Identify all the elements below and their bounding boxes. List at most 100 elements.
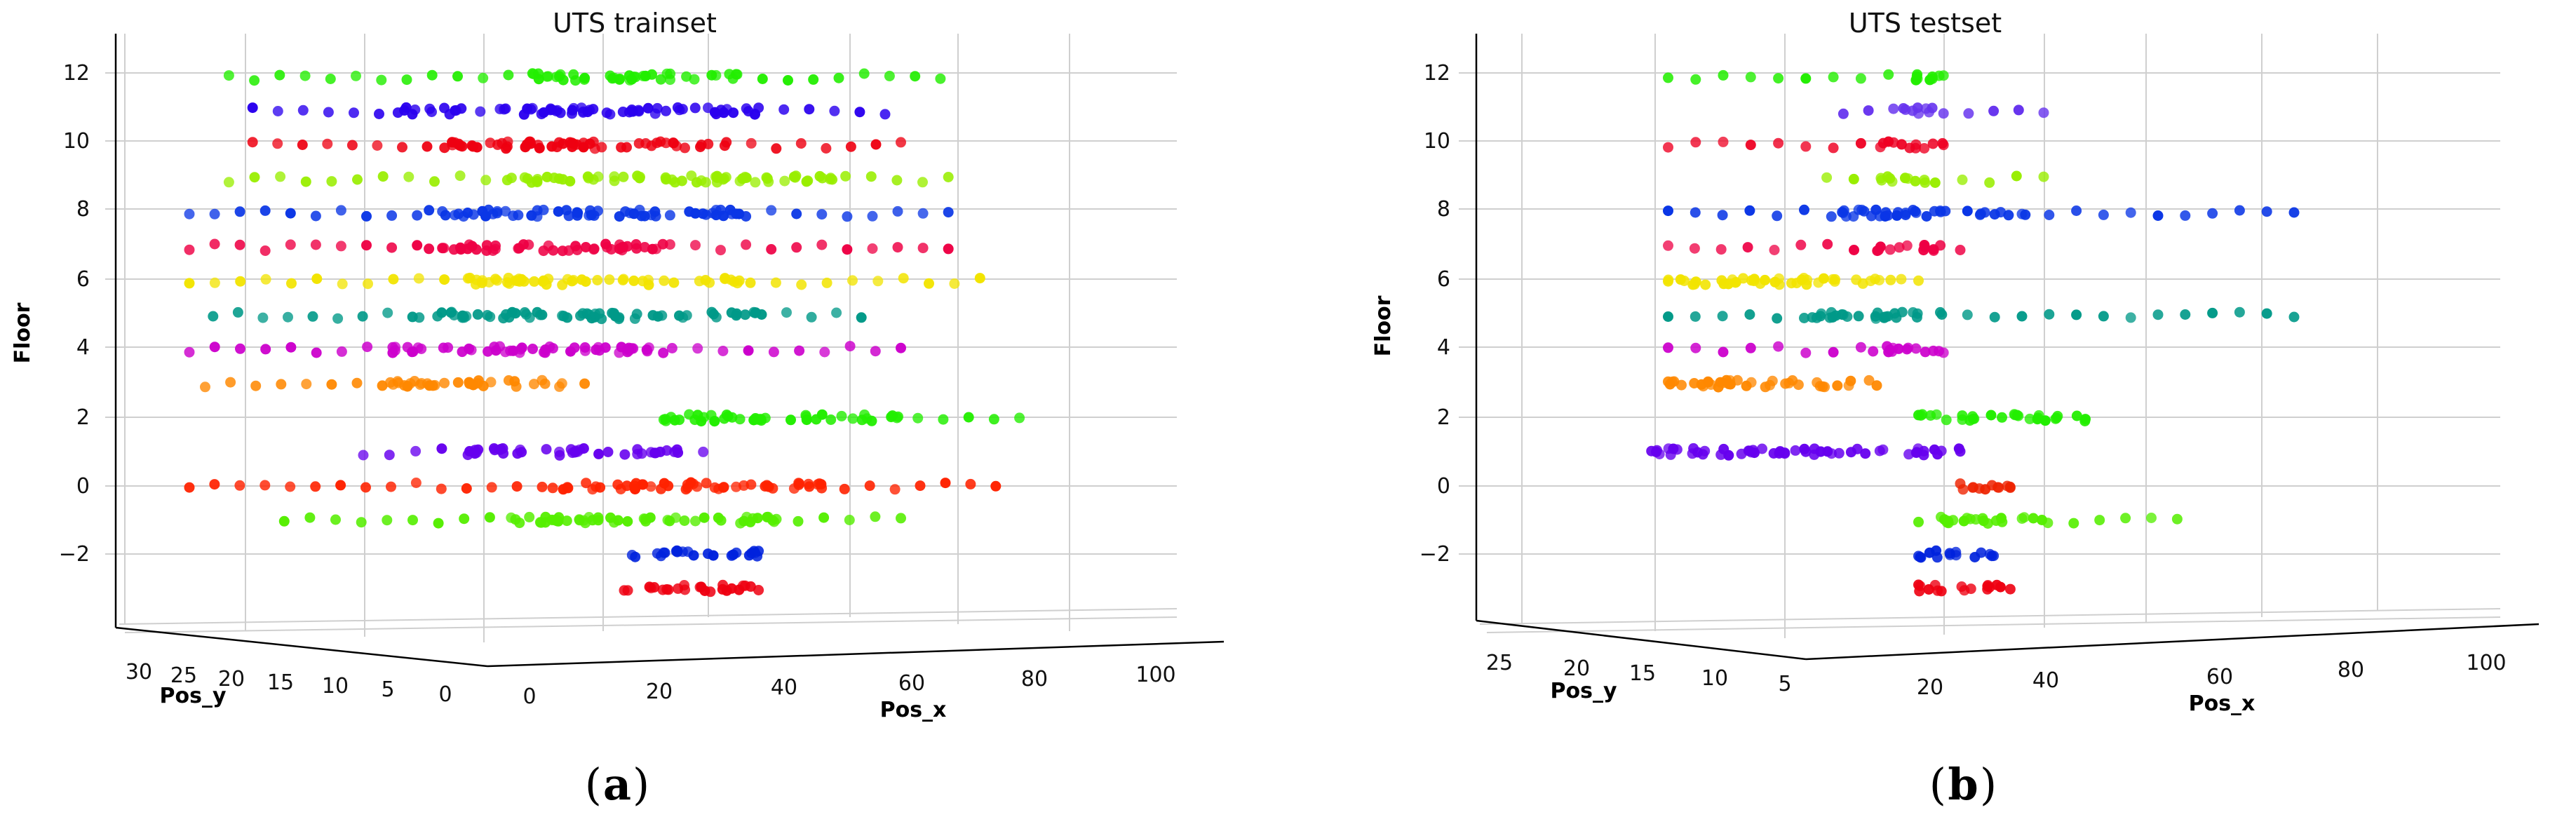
chart-a-point-floor8 <box>842 211 853 222</box>
chart-a-point-floor4 <box>870 346 881 357</box>
chart-a-point-floor2 <box>801 411 812 422</box>
chart-b-point-floor7 <box>1955 245 1966 255</box>
chart-a-point-floor6 <box>337 278 348 290</box>
chart-a-point-floor10 <box>534 142 545 154</box>
chart-a-ytick-30: 30 <box>126 660 152 684</box>
chart-a-point-floor9 <box>609 175 620 187</box>
chart-b-point-floor3 <box>1817 381 1828 392</box>
chart-a-point-floor5 <box>748 306 760 318</box>
chart-a-point-floor8 <box>791 208 802 219</box>
chart-a-ztick-4: 4 <box>76 335 90 360</box>
chart-b-point-floor7 <box>1873 245 1884 256</box>
chart-b-point-floor4 <box>1901 344 1913 355</box>
chart-a-point-floor6 <box>513 273 525 285</box>
chart-b-point-floor3 <box>1765 379 1775 391</box>
chart-a-point-floor9 <box>352 174 363 185</box>
chart-b-point-floor-1 <box>2146 513 2157 523</box>
chart-a-point-floor0 <box>816 482 828 494</box>
chart-a-point-floor0 <box>746 479 757 490</box>
chart-a-point-floor11 <box>349 107 359 119</box>
chart-a-point-floor3 <box>537 374 548 386</box>
chart-a-point-floor7 <box>543 240 554 251</box>
chart-b-point-floor8 <box>1663 205 1673 217</box>
chart-a-point-floor9 <box>840 170 851 182</box>
chart-a-point-floor8 <box>561 205 572 216</box>
chart-b-point-floor1 <box>1874 445 1885 457</box>
chart-b-point-floor5 <box>1836 309 1847 320</box>
chart-b-point-floor5 <box>1870 311 1881 322</box>
chart-b-point-floor11 <box>1907 105 1918 116</box>
chart-a-point-floor10 <box>468 141 478 152</box>
chart-a-point-floor4 <box>844 341 856 352</box>
chart-a-point-floor11 <box>605 109 616 120</box>
chart-a-point-floor11 <box>323 107 334 118</box>
chart-b-point-floor12 <box>1773 73 1784 84</box>
chart-b-point-floor1 <box>1953 443 1964 454</box>
chart-a-point-floor-1 <box>622 516 633 527</box>
chart-a-point-floor6 <box>974 273 985 284</box>
chart-a-point-floor6 <box>949 278 960 289</box>
chart-b-point-floor12 <box>1718 69 1729 81</box>
chart-b-ytick-5: 5 <box>1778 672 1791 696</box>
chart-a-floor-line-2 <box>124 616 1178 633</box>
chart-a-point-floor10 <box>485 137 496 149</box>
chart-a-point-floor5 <box>806 311 817 323</box>
chart-a-point-floor0 <box>184 482 195 493</box>
chart-a-point-floor6 <box>439 274 450 285</box>
chart-a-point-floor12 <box>609 72 620 83</box>
chart-a-point-floor7 <box>361 240 372 251</box>
chart-a-point-floor8 <box>285 208 296 219</box>
chart-a-point-floor9 <box>691 177 702 188</box>
chart-b-point-floor-1 <box>2028 513 2039 524</box>
chart-a-point-floor4 <box>184 346 195 358</box>
chart-a-point-floor5 <box>382 307 393 318</box>
chart-a-point-floor4 <box>614 347 625 358</box>
chart-a-point-floor6 <box>286 278 297 289</box>
chart-a-point-floor2 <box>836 410 847 421</box>
chart-a-point-floor0 <box>682 479 693 490</box>
chart-a-point-floor0 <box>360 482 371 493</box>
chart-a-point-floor9 <box>779 175 790 187</box>
chart-b-point-floor8 <box>1717 210 1728 221</box>
chart-a-point-floor6 <box>576 274 588 285</box>
chart-a-point-floor11 <box>577 107 588 118</box>
chart-a-point-floor8 <box>585 205 595 216</box>
chart-a-point-floor8 <box>593 205 603 217</box>
chart-a-point-floor12 <box>401 74 412 86</box>
chart-a-point-floor-3 <box>717 583 728 595</box>
chart-b-point-floor11 <box>1988 105 2000 116</box>
chart-a-point-floor8 <box>943 207 954 218</box>
chart-b-x-axis-line <box>1805 623 2540 661</box>
chart-a-point-floor0 <box>940 478 951 489</box>
chart-a-point-floor10 <box>821 143 832 154</box>
chart-a-point-floor6 <box>821 277 832 288</box>
chart-a-point-floor2 <box>1014 412 1025 424</box>
chart-b-point-floor5 <box>1811 312 1822 323</box>
chart-a-point-floor11 <box>555 107 566 119</box>
chart-b-point-floor8 <box>2207 208 2218 219</box>
chart-b-point-floor8 <box>2180 210 2191 221</box>
chart-b-ztick-4: 4 <box>1437 335 1450 360</box>
chart-a-point-floor9 <box>891 175 903 186</box>
chart-a-point-floor10 <box>746 137 757 149</box>
chart-b-point-floor-2 <box>1986 551 1997 562</box>
chart-a-point-floor1 <box>541 444 552 455</box>
chart-b-point-floor1 <box>1809 443 1820 454</box>
chart-b-point-floor1 <box>1718 443 1729 454</box>
chart-a-point-floor5 <box>629 313 640 324</box>
chart-a-point-floor11 <box>374 109 384 119</box>
chart-a-point-floor7 <box>285 239 296 250</box>
chart-a-point-floor0 <box>637 479 648 490</box>
chart-b-point-floor-1 <box>2018 512 2030 523</box>
chart-a-point-floor3 <box>377 380 388 391</box>
chart-a-point-floor5 <box>414 312 425 323</box>
chart-a-point-floor12 <box>503 69 514 81</box>
chart-a-point-floor3 <box>276 379 287 390</box>
chart-a-point-floor10 <box>565 137 576 148</box>
chart-a-point-floor5 <box>357 311 368 322</box>
chart-a-point-floor1 <box>358 450 369 461</box>
chart-a-point-floor1 <box>698 446 709 457</box>
chart-a-point-floor0 <box>767 482 778 494</box>
chart-a-point-floor1 <box>554 446 565 457</box>
